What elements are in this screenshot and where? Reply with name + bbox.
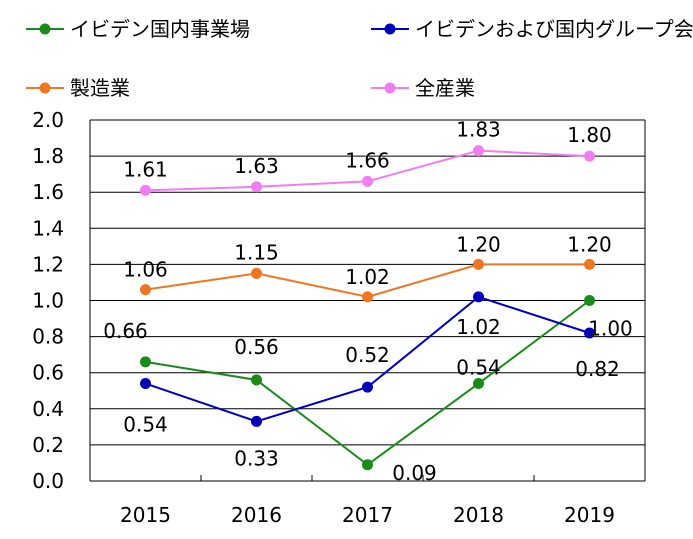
- data-point-1-3: [473, 291, 484, 303]
- legend-marker-3: [384, 82, 396, 94]
- data-point-0-2: [362, 459, 373, 471]
- y-tick-label: 1.4: [32, 216, 64, 240]
- data-point-3-3: [473, 145, 484, 157]
- y-axis: 0.0 0.2 0.4 0.6 0.8 1.0 1.2 1.4 1.6 1.8 2.0: [32, 108, 64, 493]
- data-label-1-0: 0.54: [123, 413, 168, 437]
- legend-label-3: 全産業: [415, 76, 475, 100]
- data-point-0-0: [140, 356, 151, 368]
- data-label-2-1: 1.15: [234, 240, 279, 264]
- gridlines: [90, 119, 645, 482]
- series-group: [140, 145, 595, 471]
- data-label-1-1: 0.33: [234, 446, 279, 470]
- y-tick-label: 0.0: [32, 469, 64, 493]
- data-label-3-2: 1.66: [345, 148, 390, 172]
- data-labels: 0.66 0.56 0.09 0.54 1.00 0.54 0.33 0.52 1.02 0.82…: [103, 118, 633, 485]
- data-label-2-4: 1.20: [567, 232, 612, 256]
- data-label-1-2: 0.52: [345, 343, 390, 367]
- data-point-1-0: [140, 378, 151, 390]
- data-point-2-4: [584, 258, 595, 270]
- y-tick-label: 0.4: [32, 397, 64, 421]
- legend-label-1: イビデンおよび国内グループ会社: [415, 17, 693, 41]
- data-label-0-4: 1.00: [588, 317, 633, 341]
- data-point-2-3: [473, 258, 484, 270]
- x-tick-label: 2018: [453, 503, 504, 527]
- data-label-3-0: 1.61: [123, 157, 168, 181]
- data-label-0-3: 0.54: [456, 356, 501, 380]
- data-label-0-1: 0.56: [234, 335, 279, 359]
- x-axis: 2015 2016 2017 2018 2019: [89, 120, 646, 527]
- data-label-1-3: 1.02: [456, 315, 501, 339]
- data-point-3-2: [362, 175, 373, 187]
- y-tick-label: 0.6: [32, 361, 64, 385]
- data-point-2-1: [251, 267, 262, 279]
- x-tick-label: 2017: [342, 503, 393, 527]
- data-point-1-4: [584, 327, 595, 339]
- legend-label-0: イビデン国内事業場: [70, 17, 250, 41]
- data-label-2-0: 1.06: [123, 258, 168, 282]
- data-point-3-0: [140, 184, 151, 196]
- data-label-2-2: 1.02: [345, 265, 390, 289]
- x-tick-label: 2019: [564, 503, 615, 527]
- legend-marker-0: [39, 23, 51, 35]
- y-tick-label: 1.6: [32, 180, 64, 204]
- y-tick-label: 0.8: [32, 325, 64, 349]
- data-point-3-4: [584, 150, 595, 162]
- data-point-2-0: [140, 284, 151, 296]
- x-tick-label: 2015: [120, 503, 171, 527]
- data-point-1-2: [362, 381, 373, 393]
- y-tick-label: 2.0: [32, 108, 64, 132]
- data-label-3-3: 1.83: [456, 118, 501, 142]
- y-tick-label: 0.2: [32, 433, 64, 457]
- data-label-1-4: 0.82: [575, 357, 620, 381]
- data-label-0-0: 0.66: [103, 319, 148, 343]
- data-label-3-1: 1.63: [234, 154, 279, 178]
- data-point-2-2: [362, 291, 373, 303]
- data-point-0-3: [473, 378, 484, 390]
- data-point-0-4: [584, 295, 595, 306]
- x-tick-label: 2016: [231, 503, 282, 527]
- legend-label-2: 製造業: [70, 76, 130, 100]
- y-tick-label: 1.8: [32, 144, 64, 168]
- data-label-0-2: 0.09: [392, 461, 437, 485]
- legend-marker-2: [39, 82, 51, 94]
- legend-marker-1: [384, 23, 396, 35]
- data-point-0-1: [251, 374, 262, 386]
- data-label-2-3: 1.20: [456, 232, 501, 256]
- data-point-3-1: [251, 181, 262, 193]
- y-tick-label: 1.2: [32, 252, 64, 276]
- data-label-3-4: 1.80: [567, 123, 612, 147]
- data-point-1-1: [251, 415, 262, 427]
- y-tick-label: 1.0: [32, 289, 64, 313]
